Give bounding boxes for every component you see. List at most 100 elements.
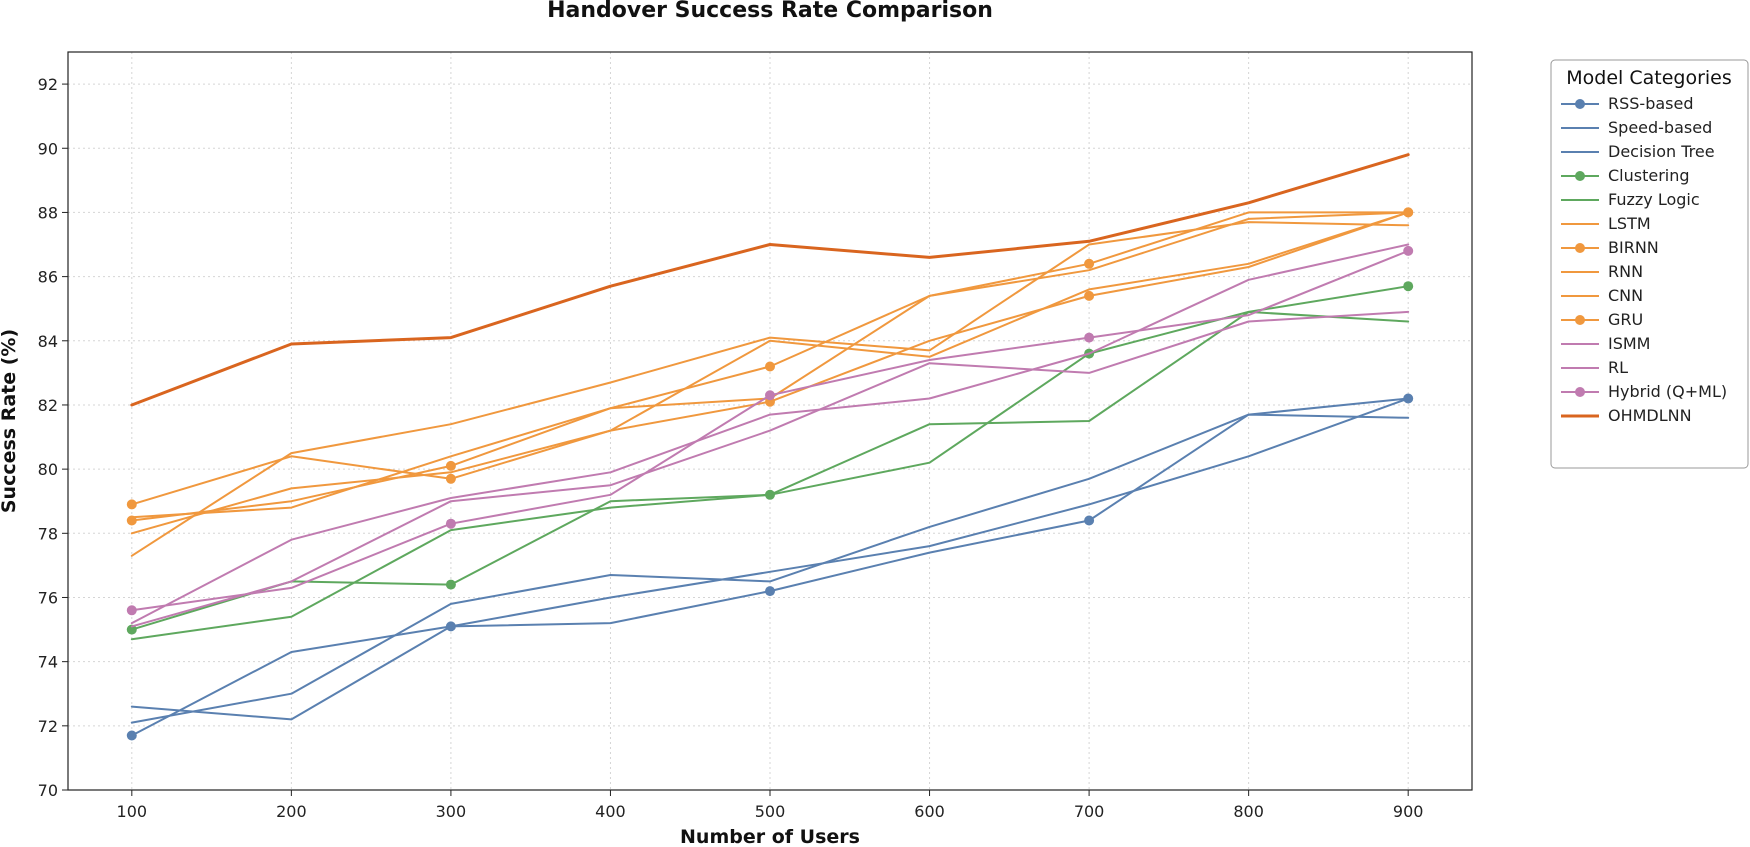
legend-label: LSTM xyxy=(1608,214,1651,233)
series-fuzzy-logic xyxy=(130,310,1410,641)
legend-item-cnn: CNN xyxy=(1561,286,1643,305)
legend-item-clustering: Clustering xyxy=(1561,166,1690,185)
x-axis-label: Number of Users xyxy=(680,826,860,847)
series-ohmdlnn xyxy=(130,153,1410,407)
legend-item-hybrid-q-ml: Hybrid (Q+ML) xyxy=(1561,382,1727,401)
series-decision-tree xyxy=(130,397,1410,721)
x-tick-label: 900 xyxy=(1393,802,1424,821)
legend-marker xyxy=(1575,171,1585,181)
legend-label: Fuzzy Logic xyxy=(1608,190,1700,209)
legend-label: RSS-based xyxy=(1608,94,1694,113)
y-tick-label: 90 xyxy=(38,139,58,158)
y-tick-label: 84 xyxy=(38,332,58,351)
legend-items: RSS-based Speed-based Decision Tree Cluster… xyxy=(1561,94,1727,425)
series-line-decision-tree xyxy=(130,397,1410,721)
legend-label: Decision Tree xyxy=(1608,142,1715,161)
data-point-birnn xyxy=(1084,258,1095,269)
chart-title: Handover Success Rate Comparison xyxy=(547,0,993,23)
legend-item-birnn: BIRNN xyxy=(1561,238,1659,257)
legend-label: RL xyxy=(1608,358,1628,377)
data-point-birnn xyxy=(765,361,775,372)
legend-item-lstm: LSTM xyxy=(1561,214,1651,233)
x-tick-label: 700 xyxy=(1074,802,1105,821)
legend-label: RNN xyxy=(1608,262,1643,281)
legend-item-ohmdlnn: OHMDLNN xyxy=(1561,406,1692,425)
y-tick-label: 74 xyxy=(38,653,58,672)
legend-item-rl: RL xyxy=(1561,358,1628,377)
series-gru xyxy=(126,207,1414,510)
series-birnn xyxy=(126,207,1414,526)
x-tick-label: 800 xyxy=(1233,802,1264,821)
data-point-clustering xyxy=(1403,281,1414,292)
legend-label: Hybrid (Q+ML) xyxy=(1608,382,1727,401)
y-tick-label: 88 xyxy=(38,203,58,222)
legend-label: CNN xyxy=(1608,286,1643,305)
legend-item-gru: GRU xyxy=(1561,310,1643,329)
legend-marker xyxy=(1575,99,1585,109)
series-line-ohmdlnn xyxy=(130,153,1410,407)
legend-label: OHMDLNN xyxy=(1608,406,1692,425)
data-point-hybrid-q-ml xyxy=(445,518,456,529)
y-tick-label: 92 xyxy=(38,75,58,94)
y-tick-label: 72 xyxy=(38,717,58,736)
axis-ticks: 100 200 300 400 500 600 700 800 900 70 72 74 76 78 80 8… xyxy=(38,75,1424,821)
series-speed-based xyxy=(130,413,1410,724)
y-tick-label: 78 xyxy=(38,524,58,543)
legend-marker xyxy=(1575,243,1585,253)
data-point-rss-based xyxy=(126,730,137,741)
data-point-gru xyxy=(1084,290,1095,301)
x-tick-label: 500 xyxy=(755,802,786,821)
x-tick-label: 400 xyxy=(595,802,626,821)
x-tick-label: 600 xyxy=(914,802,945,821)
data-point-hybrid-q-ml xyxy=(126,605,137,616)
series-rl xyxy=(130,310,1410,628)
legend-marker xyxy=(1575,315,1585,325)
y-axis-label: Success Rate (%) xyxy=(0,329,20,513)
data-point-rss-based xyxy=(1084,515,1095,526)
legend-item-fuzzy-logic: Fuzzy Logic xyxy=(1561,190,1700,209)
legend: Model Categories RSS-based Speed-based Dec… xyxy=(1550,59,1749,469)
y-tick-label: 80 xyxy=(38,460,58,479)
legend-label: ISMM xyxy=(1608,334,1650,353)
legend-label: BIRNN xyxy=(1608,238,1659,257)
legend-label: Clustering xyxy=(1608,166,1690,185)
series-ismm xyxy=(130,243,1410,625)
legend-marker xyxy=(1575,387,1585,397)
legend-item-rss-based: RSS-based xyxy=(1561,94,1694,113)
legend-item-speed-based: Speed-based xyxy=(1561,118,1712,137)
gridlines xyxy=(68,52,1472,791)
data-point-gru xyxy=(445,473,456,484)
series-rnn xyxy=(130,211,1410,535)
legend-item-ismm: ISMM xyxy=(1561,334,1650,353)
data-point-hybrid-q-ml xyxy=(1403,245,1414,256)
series-line-rnn xyxy=(130,211,1410,535)
y-tick-label: 82 xyxy=(38,396,58,415)
data-point-rss-based xyxy=(765,586,775,597)
series-line-ismm xyxy=(130,243,1410,625)
x-tick-label: 100 xyxy=(117,802,148,821)
y-tick-label: 76 xyxy=(38,588,58,607)
data-point-hybrid-q-ml xyxy=(1084,332,1095,343)
series-line-speed-based xyxy=(130,413,1410,724)
data-point-clustering xyxy=(126,624,137,635)
data-point-gru xyxy=(1403,207,1414,218)
legend-label: Speed-based xyxy=(1608,118,1712,137)
series-line-fuzzy-logic xyxy=(130,310,1410,641)
legend-title: Model Categories xyxy=(1566,67,1732,89)
legend-item-rnn: RNN xyxy=(1561,262,1643,281)
legend-box xyxy=(1550,59,1749,469)
data-point-hybrid-q-ml xyxy=(765,390,775,401)
y-tick-label: 70 xyxy=(38,781,58,800)
series-hybrid-q-ml xyxy=(126,245,1414,616)
data-point-clustering xyxy=(445,579,456,590)
y-tick-label: 86 xyxy=(38,268,58,287)
series-layer xyxy=(126,153,1414,741)
series-line-rl xyxy=(130,310,1410,628)
data-point-gru xyxy=(126,499,137,510)
x-tick-label: 300 xyxy=(436,802,467,821)
data-point-birnn xyxy=(445,460,456,471)
legend-item-decision-tree: Decision Tree xyxy=(1561,142,1715,161)
